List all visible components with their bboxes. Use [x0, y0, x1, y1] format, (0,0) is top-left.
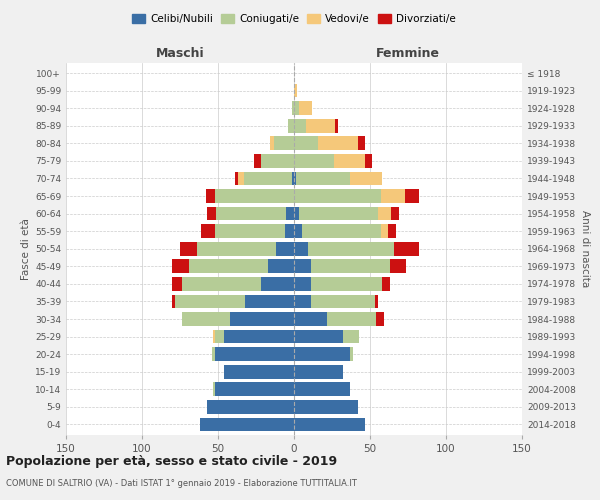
- Bar: [294, 207, 299, 220]
- Bar: [215, 224, 285, 238]
- Bar: [172, 260, 189, 273]
- Bar: [182, 277, 260, 290]
- Bar: [224, 365, 294, 378]
- Bar: [294, 102, 299, 115]
- Bar: [200, 418, 294, 432]
- Bar: [294, 400, 358, 413]
- Bar: [382, 277, 390, 290]
- Bar: [175, 294, 245, 308]
- Bar: [206, 189, 215, 203]
- Bar: [299, 207, 377, 220]
- Bar: [365, 154, 371, 168]
- Bar: [172, 294, 175, 308]
- Y-axis label: Anni di nascita: Anni di nascita: [580, 210, 590, 288]
- Bar: [230, 312, 294, 326]
- Bar: [215, 189, 294, 203]
- Bar: [335, 119, 338, 132]
- Bar: [294, 242, 308, 256]
- Bar: [311, 294, 374, 308]
- Bar: [294, 224, 302, 238]
- Text: Popolazione per età, sesso e stato civile - 2019: Popolazione per età, sesso e stato civil…: [6, 455, 337, 468]
- Bar: [201, 224, 215, 238]
- Bar: [274, 136, 294, 150]
- Bar: [214, 330, 215, 344]
- Bar: [244, 172, 292, 185]
- Bar: [294, 365, 343, 378]
- Bar: [394, 242, 419, 256]
- Bar: [328, 312, 376, 326]
- Bar: [294, 154, 334, 168]
- Bar: [197, 242, 276, 256]
- Bar: [380, 189, 405, 203]
- Bar: [391, 207, 399, 220]
- Bar: [294, 330, 343, 344]
- Bar: [215, 348, 294, 361]
- Bar: [224, 330, 294, 344]
- Bar: [358, 136, 365, 150]
- Bar: [288, 119, 294, 132]
- Bar: [294, 84, 297, 98]
- Bar: [311, 260, 390, 273]
- Bar: [215, 382, 294, 396]
- Bar: [405, 189, 419, 203]
- Bar: [254, 154, 260, 168]
- Bar: [235, 172, 238, 185]
- Bar: [208, 207, 217, 220]
- Text: Maschi: Maschi: [155, 47, 205, 60]
- Bar: [294, 382, 350, 396]
- Bar: [214, 382, 215, 396]
- Bar: [269, 136, 274, 150]
- Bar: [285, 224, 294, 238]
- Legend: Celibi/Nubili, Coniugati/e, Vedovi/e, Divorziati/e: Celibi/Nubili, Coniugati/e, Vedovi/e, Di…: [128, 10, 460, 29]
- Bar: [350, 172, 382, 185]
- Text: Femmine: Femmine: [376, 47, 440, 60]
- Bar: [388, 224, 396, 238]
- Bar: [189, 260, 268, 273]
- Bar: [296, 172, 350, 185]
- Bar: [172, 277, 182, 290]
- Bar: [334, 154, 365, 168]
- Bar: [182, 312, 230, 326]
- Bar: [294, 260, 311, 273]
- Bar: [374, 294, 377, 308]
- Bar: [215, 330, 224, 344]
- Bar: [343, 330, 359, 344]
- Bar: [245, 294, 294, 308]
- Bar: [294, 189, 380, 203]
- Bar: [376, 312, 383, 326]
- Bar: [294, 348, 350, 361]
- Bar: [308, 242, 394, 256]
- Bar: [311, 277, 382, 290]
- Bar: [390, 260, 406, 273]
- Bar: [276, 242, 294, 256]
- Bar: [294, 136, 319, 150]
- Bar: [260, 154, 294, 168]
- Bar: [294, 312, 328, 326]
- Bar: [217, 207, 286, 220]
- Bar: [306, 119, 335, 132]
- Bar: [302, 224, 380, 238]
- Bar: [377, 207, 391, 220]
- Bar: [294, 172, 296, 185]
- Bar: [292, 102, 294, 115]
- Text: COMUNE DI SALTRIO (VA) - Dati ISTAT 1° gennaio 2019 - Elaborazione TUTTITALIA.IT: COMUNE DI SALTRIO (VA) - Dati ISTAT 1° g…: [6, 479, 357, 488]
- Bar: [294, 277, 311, 290]
- Bar: [294, 418, 365, 432]
- Bar: [294, 119, 306, 132]
- Bar: [319, 136, 358, 150]
- Bar: [292, 172, 294, 185]
- Bar: [212, 348, 215, 361]
- Y-axis label: Fasce di età: Fasce di età: [21, 218, 31, 280]
- Bar: [294, 294, 311, 308]
- Bar: [350, 348, 353, 361]
- Bar: [286, 207, 294, 220]
- Bar: [180, 242, 197, 256]
- Bar: [380, 224, 388, 238]
- Bar: [208, 400, 294, 413]
- Bar: [260, 277, 294, 290]
- Bar: [268, 260, 294, 273]
- Bar: [238, 172, 244, 185]
- Bar: [299, 102, 312, 115]
